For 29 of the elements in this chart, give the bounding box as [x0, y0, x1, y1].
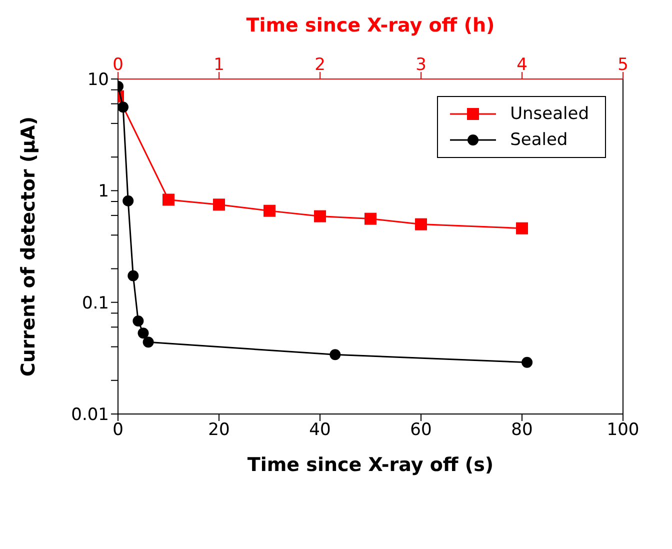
point [128, 270, 139, 282]
point [122, 195, 134, 206]
point [142, 336, 154, 348]
x-tick-label: 0 [112, 420, 124, 440]
y-tick-label: 1 [98, 182, 109, 202]
point [118, 102, 129, 113]
x2-tick-label: 3 [416, 55, 426, 75]
y-tick-label: 0.01 [71, 405, 109, 426]
x2-tick-label: 2 [314, 55, 326, 75]
legend-label: Unsealed [510, 104, 589, 124]
y-axis-title: Current of detector (μA) [18, 116, 40, 377]
x2-axis-title: Time since X-ray off (h) [246, 14, 495, 36]
y-tick-label: 0.1 [82, 293, 109, 314]
point [522, 356, 533, 368]
x-tick-label: 60 [410, 420, 432, 440]
x-tick-label: 80 [511, 420, 533, 440]
x2-tick-label: 0 [112, 55, 124, 75]
x2-tick-label: 4 [516, 55, 528, 75]
point [330, 349, 341, 360]
x2-tick-label: 5 [618, 55, 628, 75]
y-tick-label: 10 [87, 70, 109, 90]
x-axis-title: Time since X-ray off (s) [247, 454, 494, 476]
x-tick-label: 40 [309, 420, 331, 440]
x-tick-label: 20 [208, 420, 230, 440]
point [132, 316, 144, 327]
x-tick-label: 100 [606, 420, 640, 440]
point [138, 328, 149, 339]
x2-tick-label: 1 [214, 55, 224, 75]
legend-label: Sealed [510, 130, 568, 150]
